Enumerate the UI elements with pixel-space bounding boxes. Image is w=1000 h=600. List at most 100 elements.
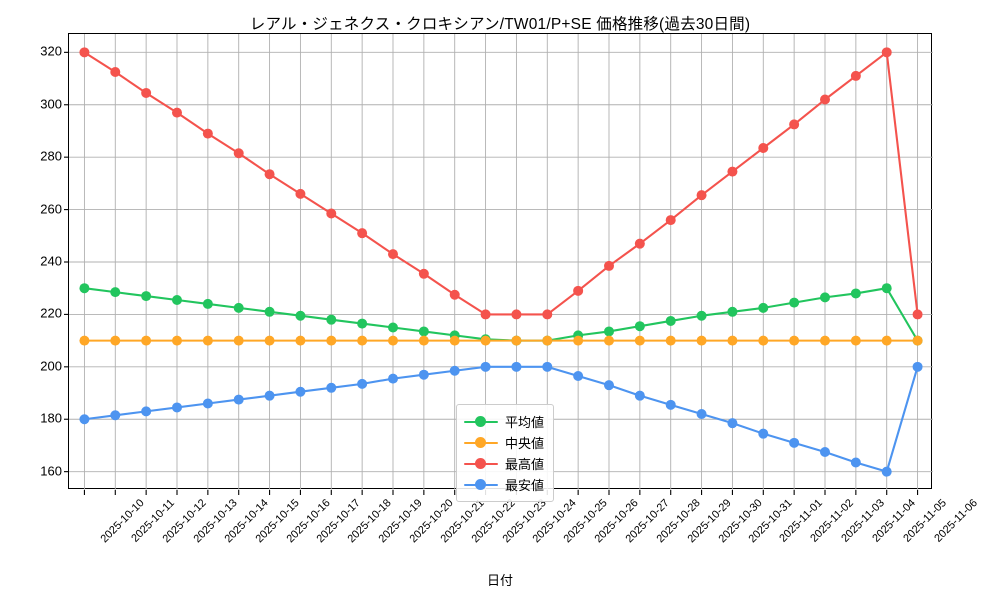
data-point: [172, 107, 182, 118]
data-point: [172, 335, 182, 346]
x-tick-label: 2025-10-10: [98, 497, 148, 546]
y-tick-label: 260: [40, 201, 62, 217]
data-point: [881, 283, 892, 294]
x-tick-label: 2025-10-20: [407, 497, 456, 546]
data-point: [326, 335, 337, 346]
legend-swatch-icon: [464, 436, 498, 450]
data-point: [789, 297, 800, 308]
data-point: [758, 335, 769, 346]
data-point: [264, 169, 275, 180]
data-point: [820, 335, 830, 346]
data-point: [110, 287, 121, 298]
data-point: [758, 143, 769, 153]
legend-swatch-icon: [464, 415, 498, 429]
data-point: [233, 335, 244, 346]
data-point: [696, 409, 707, 419]
data-point: [357, 378, 368, 389]
chart-title: レアル・ジェネクス・クロキシアン/TW01/P+SE 価格推移(過去30日間): [249, 16, 751, 33]
data-point: [79, 283, 90, 294]
legend-label: 最高値: [505, 457, 545, 472]
data-point: [418, 335, 429, 346]
data-point: [480, 309, 491, 320]
grid-lines: [64, 34, 933, 495]
legend-label: 最安値: [505, 478, 545, 493]
data-point: [264, 306, 275, 317]
data-point: [511, 309, 522, 320]
data-point: [141, 291, 152, 302]
data-point: [418, 369, 429, 380]
x-tick-label: 2025-11-06: [931, 497, 980, 545]
x-tick-label: 2025-10-17: [314, 497, 364, 546]
data-point: [357, 335, 368, 346]
x-tick-label: 2025-10-19: [376, 497, 425, 546]
legend-item-1[interactable]: 中央値: [464, 432, 544, 453]
x-tick-label: 2025-10-26: [592, 497, 641, 546]
y-tick-label: 220: [40, 305, 62, 321]
data-point: [881, 47, 892, 58]
data-point: [912, 335, 923, 346]
legend-item-3[interactable]: 最安値: [464, 474, 544, 495]
x-tick-label: 2025-10-30: [716, 497, 765, 546]
x-tick-label: 2025-10-13: [191, 497, 240, 546]
series-line-3: [83, 365, 919, 473]
x-axis-label: 日付: [486, 573, 513, 588]
data-point: [110, 335, 121, 346]
x-tick-label: 2025-10-21: [438, 497, 487, 546]
data-point: [604, 335, 614, 346]
data-point: [264, 390, 275, 401]
data-point: [789, 335, 800, 346]
y-tick-label: 320: [40, 43, 62, 59]
data-point: [820, 292, 830, 303]
data-point: [604, 326, 614, 337]
data-point: [542, 309, 553, 320]
data-point: [388, 335, 398, 346]
data-point: [573, 285, 584, 296]
x-tick-label: 2025-10-29: [685, 497, 734, 546]
data-point: [696, 310, 707, 321]
data-point: [264, 335, 275, 346]
chart-legend: 平均値中央値最高値最安値: [456, 404, 555, 502]
data-point: [696, 335, 707, 346]
data-point: [326, 382, 337, 393]
data-point: [449, 335, 460, 346]
data-point: [634, 335, 645, 346]
legend-label: 平均値: [505, 415, 545, 430]
x-tick-label: 2025-10-22: [469, 497, 518, 546]
data-point: [79, 47, 90, 58]
data-point: [449, 365, 460, 376]
y-axis-tick-labels: 160 180 200 220 240 260 280 300 320: [0, 33, 62, 489]
y-tick-label: 200: [40, 358, 62, 374]
data-point: [789, 437, 800, 448]
x-tick-label: 2025-10-25: [561, 497, 611, 546]
legend-item-0[interactable]: 平均値: [464, 411, 544, 432]
data-point: [511, 335, 522, 346]
data-point: [634, 238, 645, 249]
x-tick-label: 2025-10-15: [253, 497, 302, 546]
data-series-layer: [79, 47, 923, 477]
data-point: [233, 394, 244, 405]
data-point: [141, 87, 152, 98]
data-point: [912, 361, 923, 372]
y-tick-label: 180: [40, 410, 62, 426]
data-point: [727, 306, 738, 317]
data-point: [449, 289, 460, 300]
x-tick-label: 2025-11-01: [777, 497, 826, 545]
series-line-2: [83, 51, 919, 316]
data-point: [202, 335, 213, 346]
data-point: [418, 268, 429, 279]
y-tick-label: 280: [40, 148, 62, 164]
data-point: [850, 457, 861, 468]
data-point: [202, 398, 213, 409]
data-point: [912, 309, 923, 320]
data-point: [881, 466, 892, 477]
data-point: [573, 371, 584, 381]
data-point: [295, 310, 306, 321]
data-point: [79, 414, 90, 425]
legend-item-2[interactable]: 最高値: [464, 453, 544, 474]
data-point: [110, 410, 121, 421]
data-point: [542, 335, 553, 346]
data-point: [665, 335, 676, 346]
data-point: [850, 335, 861, 346]
data-point: [480, 361, 491, 372]
x-tick-label: 2025-11-05: [900, 497, 949, 545]
